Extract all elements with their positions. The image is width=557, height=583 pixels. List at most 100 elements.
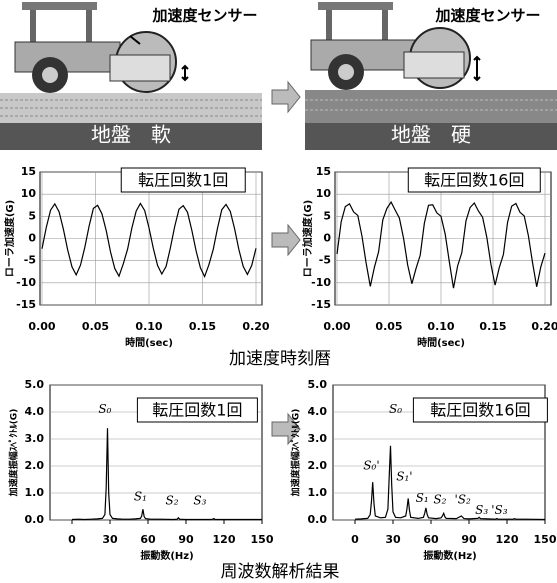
x-tick-label: 150: [534, 533, 557, 546]
frame: [109, 54, 171, 82]
annotation: S₁': [396, 469, 412, 483]
annotation: S₀: [98, 402, 111, 416]
chart-title: 転圧回数1回: [138, 171, 228, 190]
y-tick-label: 15: [316, 165, 331, 178]
y-tick-label: -5: [24, 254, 36, 267]
y-tick-label: 0.0: [25, 513, 45, 526]
annotation: S₃: [193, 494, 206, 508]
x-tick-label: 0.05: [375, 320, 402, 333]
title-box: [412, 397, 548, 423]
y-tick-label: 10: [316, 187, 332, 200]
illustration: 加速度センサー 地盤 軟 加速度センサー 地盤 硬: [0, 2, 557, 446]
vib-arrow: [473, 55, 481, 82]
arrow: [271, 80, 301, 114]
x-tick-label: 0: [68, 533, 76, 546]
chart-title: 転圧回数1回: [152, 401, 242, 420]
x-tick-label: 60: [140, 533, 156, 546]
data-line: [71, 428, 262, 521]
y-axis-label: 加速度振幅ｽﾍﾟｸﾄﾙ(G): [290, 409, 302, 498]
y-tick-label: -10: [311, 276, 331, 289]
y-tick-label: -15: [16, 298, 36, 311]
annotation: 'S₂: [454, 492, 471, 506]
y-tick-label: 4.0: [25, 405, 45, 418]
x-tick-label: 0.05: [82, 320, 109, 333]
annotation: S₂: [433, 492, 446, 506]
x-tick-label: 0.10: [135, 320, 162, 333]
pillar: [382, 10, 388, 42]
data-line: [336, 200, 546, 289]
y-axis-label: ローラ加速度(G): [3, 200, 16, 277]
ground-hard: [305, 90, 557, 123]
annotation: S₂: [166, 494, 179, 508]
y-tick-label: 5: [323, 209, 331, 222]
y-tick-label: 10: [21, 187, 37, 200]
y-tick-label: 2.0: [25, 459, 45, 472]
arrow: [271, 412, 301, 446]
annotation: S₁: [134, 490, 147, 504]
y-tick-label: 3.0: [25, 432, 45, 445]
annotation: 'S₃: [491, 503, 508, 517]
body: [310, 39, 417, 71]
pillar: [326, 10, 332, 42]
x-tick-label: 0.10: [427, 320, 454, 333]
sensor-label: 加速度センサー: [151, 7, 257, 25]
y-axis-label: 加速度振幅ｽﾍﾟｸﾄﾙ(G): [8, 409, 20, 498]
y-tick-label: -10: [16, 276, 36, 289]
chart-title: 転圧回数16回: [430, 401, 530, 420]
annotation: S₃: [475, 503, 488, 517]
x-tick-label: 0.15: [189, 320, 216, 333]
x-tick-label: 60: [423, 533, 439, 546]
y-tick-label: 0: [323, 232, 331, 245]
data-line: [354, 445, 546, 521]
y-tick-label: 1.0: [25, 486, 45, 499]
caption: 周波数解析結果: [221, 562, 340, 582]
y-tick-label: 15: [21, 165, 36, 178]
y-tick-label: -5: [319, 254, 331, 267]
x-tick-label: 30: [385, 533, 401, 546]
chart-title: 転圧回数16回: [424, 171, 524, 190]
x-tick-label: 0.20: [531, 320, 557, 333]
ground-label: 地盤 硬: [391, 123, 471, 147]
x-axis-label: 振動数(Hz): [423, 549, 476, 562]
annotation: S₁: [416, 491, 429, 505]
roof: [318, 2, 393, 10]
x-tick-label: 120: [496, 533, 519, 546]
y-tick-label: 4.0: [308, 405, 328, 418]
pillar: [86, 10, 92, 44]
y-axis-label: ローラ加速度(G): [301, 200, 314, 277]
frame: [403, 51, 465, 79]
x-axis-label: 時間(sec): [417, 336, 465, 349]
x-tick-label: 0: [351, 533, 359, 546]
x-axis-label: 振動数(Hz): [140, 549, 193, 562]
ground-label: 地盤 軟: [91, 123, 171, 147]
x-tick-label: 0.00: [28, 320, 55, 333]
title-box: [120, 167, 246, 193]
arrow: [271, 223, 301, 257]
y-tick-label: -15: [311, 298, 331, 311]
annotation: S₀: [389, 402, 402, 416]
title-box: [407, 167, 541, 193]
y-tick-label: 0.0: [308, 513, 328, 526]
ground-hard-base: [305, 123, 557, 150]
sensor-label: 加速度センサー: [434, 7, 540, 25]
y-tick-label: 1.0: [308, 486, 328, 499]
title-box: [136, 397, 258, 423]
x-tick-label: 150: [251, 533, 274, 546]
y-tick-label: 5.0: [308, 378, 328, 391]
roof: [22, 2, 97, 10]
hub: [338, 64, 354, 80]
x-tick-label: 30: [102, 533, 118, 546]
y-tick-label: 5.0: [25, 378, 45, 391]
y-tick-label: 2.0: [308, 459, 328, 472]
hub: [42, 67, 58, 83]
x-tick-label: 0.20: [242, 320, 269, 333]
y-tick-label: 3.0: [308, 432, 328, 445]
caption: 加速度時刻暦: [229, 349, 331, 369]
data-line: [41, 202, 257, 279]
x-tick-label: 90: [178, 533, 194, 546]
annotation: S₀': [363, 459, 379, 473]
x-tick-label: 0.00: [323, 320, 350, 333]
y-tick-label: 0: [28, 232, 36, 245]
ground-soft-base: [0, 123, 262, 150]
